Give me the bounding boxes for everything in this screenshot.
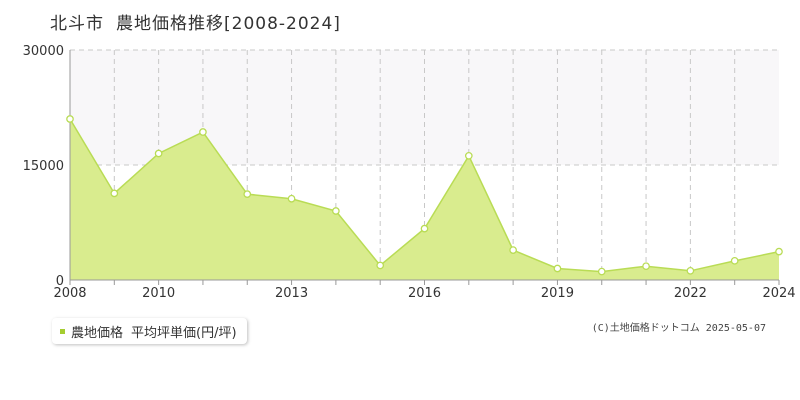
series-area bbox=[70, 119, 779, 280]
copyright-credit: (C)土地価格ドットコム 2025-05-07 bbox=[591, 323, 766, 334]
data-point bbox=[775, 247, 783, 256]
x-tick-label: 2008 bbox=[53, 286, 86, 301]
x-tick-label: 2019 bbox=[541, 286, 574, 301]
x-tick-label: 2024 bbox=[762, 286, 795, 301]
data-point bbox=[287, 194, 296, 203]
data-point bbox=[730, 256, 739, 265]
legend-series-label: 農地価格 bbox=[71, 325, 124, 341]
data-point bbox=[597, 267, 606, 276]
data-point bbox=[199, 128, 207, 136]
data-point bbox=[464, 151, 473, 160]
legend-metric-label: 平均坪単価(円/坪) bbox=[131, 325, 237, 341]
data-point bbox=[66, 115, 74, 123]
legend: 農地価格 平均坪単価(円/坪) bbox=[52, 318, 247, 344]
data-point bbox=[110, 189, 119, 198]
data-point bbox=[420, 224, 429, 233]
y-tick-label: 30000 bbox=[23, 44, 64, 59]
title-label: 農地価格推移[2008-2024] bbox=[116, 14, 341, 34]
data-point bbox=[686, 266, 695, 275]
title-city: 北斗市 bbox=[50, 14, 104, 34]
data-point bbox=[376, 261, 385, 270]
y-tick-label: 15000 bbox=[23, 159, 64, 174]
data-point bbox=[642, 262, 650, 271]
data-point bbox=[332, 207, 340, 215]
x-tick-label: 2010 bbox=[142, 286, 175, 301]
chart-title: 北斗市 農地価格推移[2008-2024] bbox=[50, 9, 341, 34]
y-tick-label: 0 bbox=[56, 274, 64, 289]
legend-swatch bbox=[60, 328, 65, 334]
x-tick-label: 2013 bbox=[275, 286, 308, 301]
x-tick-label: 2016 bbox=[408, 286, 441, 301]
data-point bbox=[553, 264, 562, 273]
data-point bbox=[154, 149, 163, 158]
data-point bbox=[509, 246, 517, 254]
x-tick-label: 2022 bbox=[674, 286, 707, 301]
data-point bbox=[243, 190, 252, 198]
